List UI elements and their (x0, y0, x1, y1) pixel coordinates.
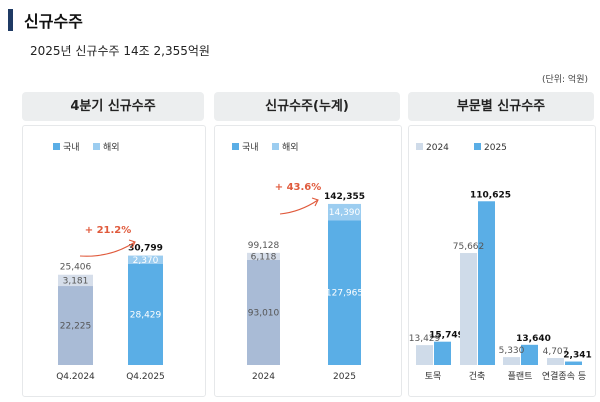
x-tick-sec-3: 연결종속 등 (542, 371, 586, 382)
growth-arrow-q4 (79, 241, 136, 257)
bar-q4-overseas-1 (128, 255, 163, 265)
value-label-q4-domestic-1: 28,429 (130, 311, 162, 321)
bar-sec-2024-2 (503, 357, 520, 365)
bar-cum-domestic-0 (247, 259, 280, 365)
panel-cumulative (214, 125, 402, 397)
value-label-sec-2025-2: 13,640 (516, 334, 551, 344)
bar-sec-2024-1 (460, 253, 477, 365)
panel-header-cumulative: 신규수주(누계) (214, 92, 400, 121)
bar-q4-overseas-0 (58, 274, 93, 287)
title-accent-bar (8, 9, 13, 31)
legend-label-q4-0: 국내 (63, 142, 80, 153)
x-tick-cum-1: 2025 (333, 372, 356, 382)
legend-label-cum-1: 해외 (282, 141, 299, 153)
growth-arrowhead-q4 (128, 239, 136, 249)
legend-swatch-q4-1 (93, 143, 100, 150)
value-label-sec-2024-1: 75,662 (453, 242, 485, 252)
x-tick-sec-0: 토목 (425, 371, 442, 382)
legend-swatch-sec-1 (474, 143, 481, 150)
bar-cum-overseas-1 (328, 203, 361, 221)
panel-sector (408, 125, 596, 397)
growth-label-q4: + 21.2% (85, 225, 132, 236)
legend-label-sec-1: 2025 (484, 143, 507, 153)
value-label-cum-overseas-0: 6,118 (251, 252, 277, 262)
bar-cum-domestic-1 (328, 220, 361, 365)
legend-swatch-q4-0 (53, 143, 60, 150)
legend-swatch-sec-0 (416, 143, 423, 150)
value-label-cum-overseas-1: 14,390 (329, 208, 361, 218)
value-label-cum-domestic-1: 127,965 (326, 289, 363, 299)
value-label-sec-2024-2: 5,330 (499, 346, 525, 356)
bar-sec-2025-3 (565, 361, 582, 365)
total-label-q4-0: 25,406 (60, 263, 92, 273)
total-label-q4-1: 30,799 (128, 244, 163, 254)
legend-label-cum-0: 국내 (242, 142, 259, 153)
bar-q4-domestic-1 (128, 264, 163, 365)
value-label-q4-overseas-0: 3,181 (63, 276, 89, 286)
x-tick-q4-1: Q4.2025 (126, 372, 165, 382)
x-tick-cum-0: 2024 (252, 372, 275, 382)
value-label-q4-domestic-0: 22,225 (60, 322, 92, 332)
value-label-sec-2024-3: 4,707 (543, 347, 569, 357)
bar-sec-2025-2 (521, 344, 538, 365)
panel-header-sector: 부문별 신규수주 (408, 92, 594, 121)
unit-note: (단위: 억원) (541, 75, 588, 85)
growth-label-cum: + 43.6% (275, 182, 322, 193)
x-tick-q4-0: Q4.2024 (56, 372, 95, 382)
panel-header-q4: 4분기 신규수주 (22, 92, 204, 121)
x-tick-sec-1: 건축 (469, 371, 486, 382)
total-label-cum-0: 99,128 (248, 241, 280, 251)
panel-q4 (22, 125, 206, 397)
value-label-sec-2025-0: 15,749 (429, 331, 464, 341)
bar-sec-2024-0 (416, 345, 433, 365)
page-subtitle: 2025년 신규수주 14조 2,355억원 (30, 44, 210, 58)
growth-arrowhead-cum (311, 197, 319, 207)
legend-label-q4-1: 해외 (103, 141, 120, 153)
bar-sec-2025-1 (478, 201, 495, 365)
legend-label-sec-0: 2024 (426, 143, 449, 153)
value-label-sec-2024-0: 13,429 (409, 334, 441, 344)
legend-swatch-cum-0 (232, 143, 239, 150)
bar-sec-2024-3 (547, 358, 564, 365)
value-label-sec-2025-3: 2,341 (563, 351, 591, 361)
value-label-sec-2025-1: 110,625 (470, 190, 511, 200)
bar-q4-domestic-0 (58, 286, 93, 365)
bar-cum-overseas-0 (247, 252, 280, 260)
page-title: 신규수주 (24, 12, 83, 31)
legend-swatch-cum-1 (272, 143, 279, 150)
value-label-cum-domestic-0: 93,010 (248, 308, 280, 318)
growth-arrow-cum (279, 199, 319, 215)
total-label-cum-1: 142,355 (324, 192, 365, 202)
bar-sec-2025-0 (434, 341, 451, 365)
value-label-q4-overseas-1: 2,370 (133, 256, 159, 266)
x-tick-sec-2: 플랜트 (508, 371, 533, 382)
